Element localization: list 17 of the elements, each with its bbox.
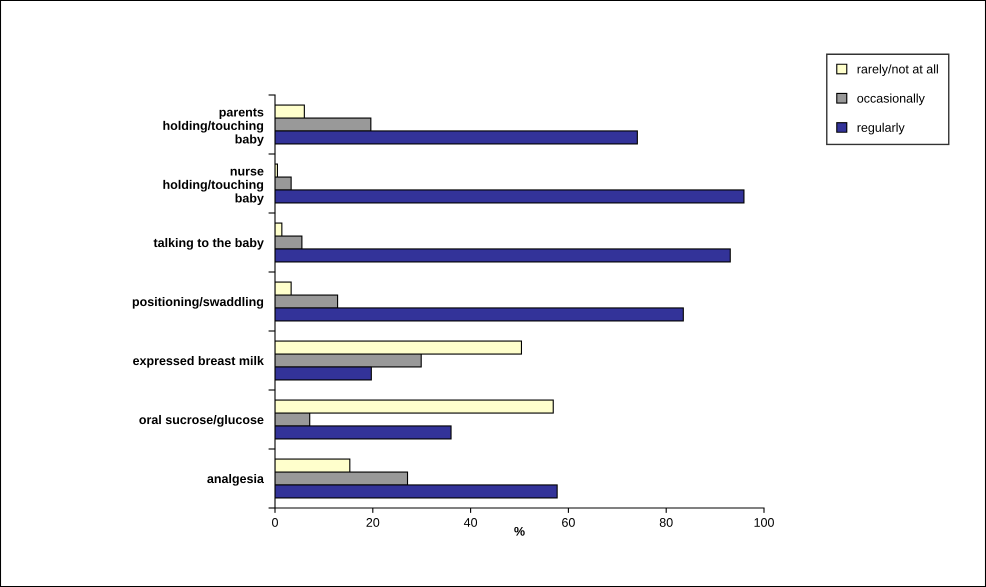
legend-label: occasionally — [857, 94, 925, 106]
y-tick-label: parents holding/touching baby — [163, 108, 264, 146]
x-tick-label: 60 — [562, 518, 575, 527]
legend-label: rarely/not at all — [858, 64, 938, 76]
y-tick-label: analgesia — [207, 474, 264, 486]
y-tick-label: nurse holding/touching baby — [163, 168, 264, 206]
y-tick-label: talking to the baby — [154, 238, 264, 250]
y-tick-label: positioning/swaddling — [132, 296, 264, 309]
legend-label: regularly — [858, 122, 905, 134]
x-axis-title: % — [514, 526, 525, 536]
x-tick-label: 40 — [464, 518, 478, 527]
x-tick-label: 20 — [366, 518, 380, 527]
y-tick-label: oral sucrose/glucose — [139, 414, 264, 427]
x-tick-label: 0 — [272, 518, 278, 527]
y-tick-label: expressed breast milk — [133, 356, 264, 368]
x-tick-label: 100 — [754, 518, 774, 527]
x-tick-label: 80 — [660, 518, 673, 527]
